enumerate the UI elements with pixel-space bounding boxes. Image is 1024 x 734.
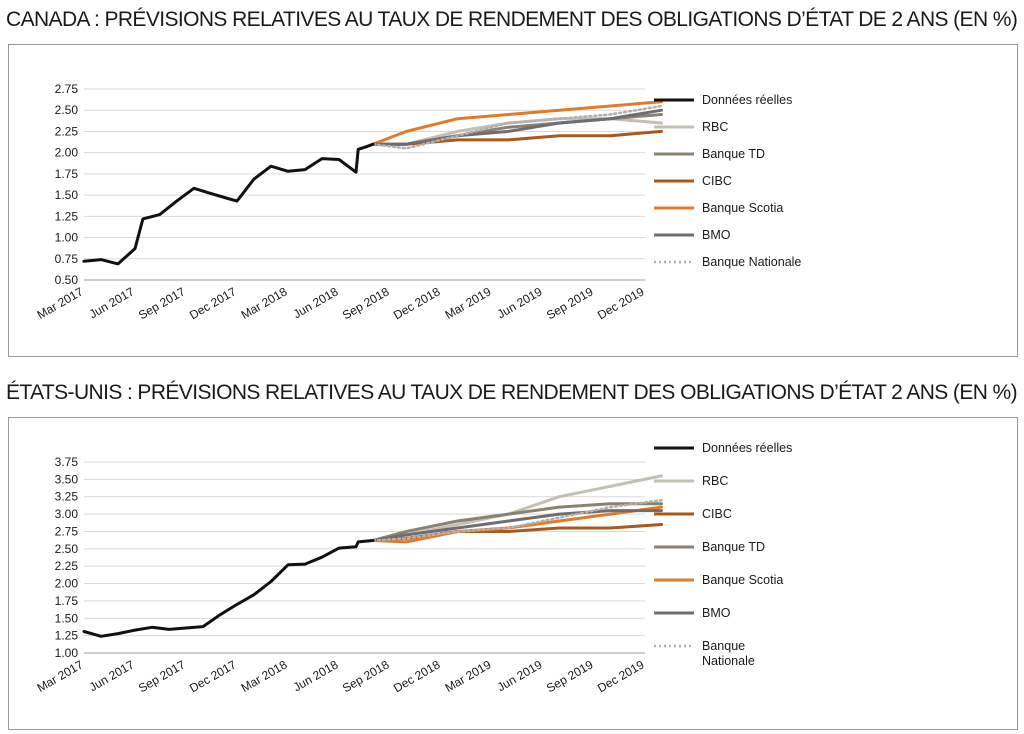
- us-chart-svg: 1.00 1.25 1.50 1.75 2.00 2.25 2.50 2.75 3.00 3.25…: [35, 441, 793, 695]
- us-x-tick-label: Dec 2019: [595, 657, 647, 695]
- canada-legend-label-rbc: RBC: [702, 120, 728, 134]
- canada-y-tick-label: 1.50: [55, 188, 79, 202]
- us-x-tick-label: Sep 2019: [544, 657, 596, 695]
- us-x-tick-label: Mar 2019: [443, 657, 494, 695]
- canada-series-bmo: [371, 108, 663, 146]
- us-legend-label-cibc: CIBC: [702, 507, 732, 521]
- us-series-bmo: [371, 509, 663, 542]
- canada-x-tick-label: Dec 2017: [187, 284, 239, 322]
- us-y-tick-label: 1.00: [55, 646, 79, 660]
- canada-x-tick-label: Jun 2018: [291, 284, 341, 321]
- us-x-tick-label: Jun 2018: [291, 657, 341, 694]
- us-series-cibc: [371, 523, 663, 542]
- us-y-tick-label: 3.25: [55, 490, 79, 504]
- canada-y-tick-label: 0.50: [55, 273, 79, 287]
- us-x-tick-label: Mar 2018: [239, 657, 290, 695]
- canada-series-donnees-reelles: [82, 142, 375, 266]
- canada-chart-title: CANADA : PRÉVISIONS RELATIVES AU TAUX DE…: [6, 8, 1018, 31]
- canada-legend-label-banque-td: Banque TD: [702, 147, 765, 161]
- us-y-tick-label: 1.75: [55, 594, 79, 608]
- canada-x-tick-label: Dec 2018: [391, 284, 443, 322]
- us-x-tick-label: Dec 2018: [391, 657, 443, 695]
- canada-y-tick-label: 2.50: [55, 103, 79, 117]
- us-legend-label-rbc: RBC: [702, 474, 728, 488]
- canada-x-tick-label: Dec 2019: [595, 284, 647, 322]
- canada-series-banque-scotia: [371, 100, 663, 146]
- canada-x-tick-label: Mar 2019: [443, 284, 494, 322]
- us-x-tick-label: Sep 2018: [340, 657, 392, 695]
- canada-x-tick-label: Jun 2019: [495, 284, 545, 321]
- canada-x-tick-label: Sep 2017: [136, 284, 188, 322]
- us-x-tick-label: Dec 2017: [187, 657, 239, 695]
- us-y-tick-label: 2.25: [55, 559, 79, 573]
- canada-legend-label-donnees-reelles: Données réelles: [702, 93, 792, 107]
- canada-x-tick-label: Mar 2017: [35, 284, 86, 322]
- canada-chart-panel: 0.50 0.75 1.00 1.25 1.50 1.75 2.00 2.25 2.50 2.75…: [8, 44, 1018, 357]
- us-x-tick-label: Mar 2017: [35, 657, 86, 695]
- us-legend-label-donnees-reelles: Données réelles: [702, 441, 792, 455]
- us-y-tick-label: 3.00: [55, 507, 79, 521]
- us-legend-label-banque-td: Banque TD: [702, 540, 765, 554]
- us-y-tick-label: 2.75: [55, 524, 79, 538]
- us-series-banque-td: [371, 502, 663, 542]
- us-series-banque-nationale: [371, 498, 663, 542]
- us-series-donnees-reelles: [82, 539, 375, 638]
- us-y-tick-label: 2.50: [55, 542, 79, 556]
- canada-y-tick-label: 1.25: [55, 209, 79, 223]
- canada-y-tick-label: 2.75: [55, 82, 79, 96]
- canada-legend-label-bmo: BMO: [702, 228, 731, 242]
- us-x-tick-label: Jun 2017: [87, 657, 137, 694]
- canada-x-tick-label: Jun 2017: [87, 284, 137, 321]
- us-legend-label-banque-nationale: Banque Nationale: [702, 639, 755, 668]
- us-chart-title: ÉTATS-UNIS : PRÉVISIONS RELATIVES AU TAU…: [6, 381, 1018, 404]
- us-y-tick-label: 3.75: [55, 455, 79, 469]
- canada-y-tick-label: 0.75: [55, 252, 79, 266]
- us-y-tick-label: 3.50: [55, 472, 79, 486]
- canada-legend-label-banque-scotia: Banque Scotia: [702, 201, 783, 215]
- canada-y-tick-label: 1.75: [55, 167, 79, 181]
- canada-legend-label-banque-nationale: Banque Nationale: [702, 255, 801, 269]
- canada-y-tick-label: 1.00: [55, 231, 79, 245]
- us-legend-label-bmo: BMO: [702, 606, 731, 620]
- canada-y-tick-label: 2.00: [55, 146, 79, 160]
- canada-y-tick-label: 2.25: [55, 124, 79, 138]
- us-x-tick-label: Jun 2019: [495, 657, 545, 694]
- canada-x-tick-label: Sep 2018: [340, 284, 392, 322]
- us-legend-label-banque-scotia: Banque Scotia: [702, 573, 783, 587]
- canada-legend-label-cibc: CIBC: [702, 174, 732, 188]
- canada-x-tick-label: Mar 2018: [239, 284, 290, 322]
- us-y-tick-label: 1.25: [55, 629, 79, 643]
- us-x-tick-label: Sep 2017: [136, 657, 188, 695]
- us-y-tick-label: 1.50: [55, 611, 79, 625]
- canada-chart-svg: 0.50 0.75 1.00 1.25 1.50 1.75 2.00 2.25 2.50 2.75…: [35, 82, 802, 322]
- us-y-tick-label: 2.00: [55, 577, 79, 591]
- canada-x-tick-label: Sep 2019: [544, 284, 596, 322]
- us-chart-panel: 1.00 1.25 1.50 1.75 2.00 2.25 2.50 2.75 3.00 3.25…: [8, 417, 1018, 730]
- canada-series-banque-nationale: [371, 104, 663, 150]
